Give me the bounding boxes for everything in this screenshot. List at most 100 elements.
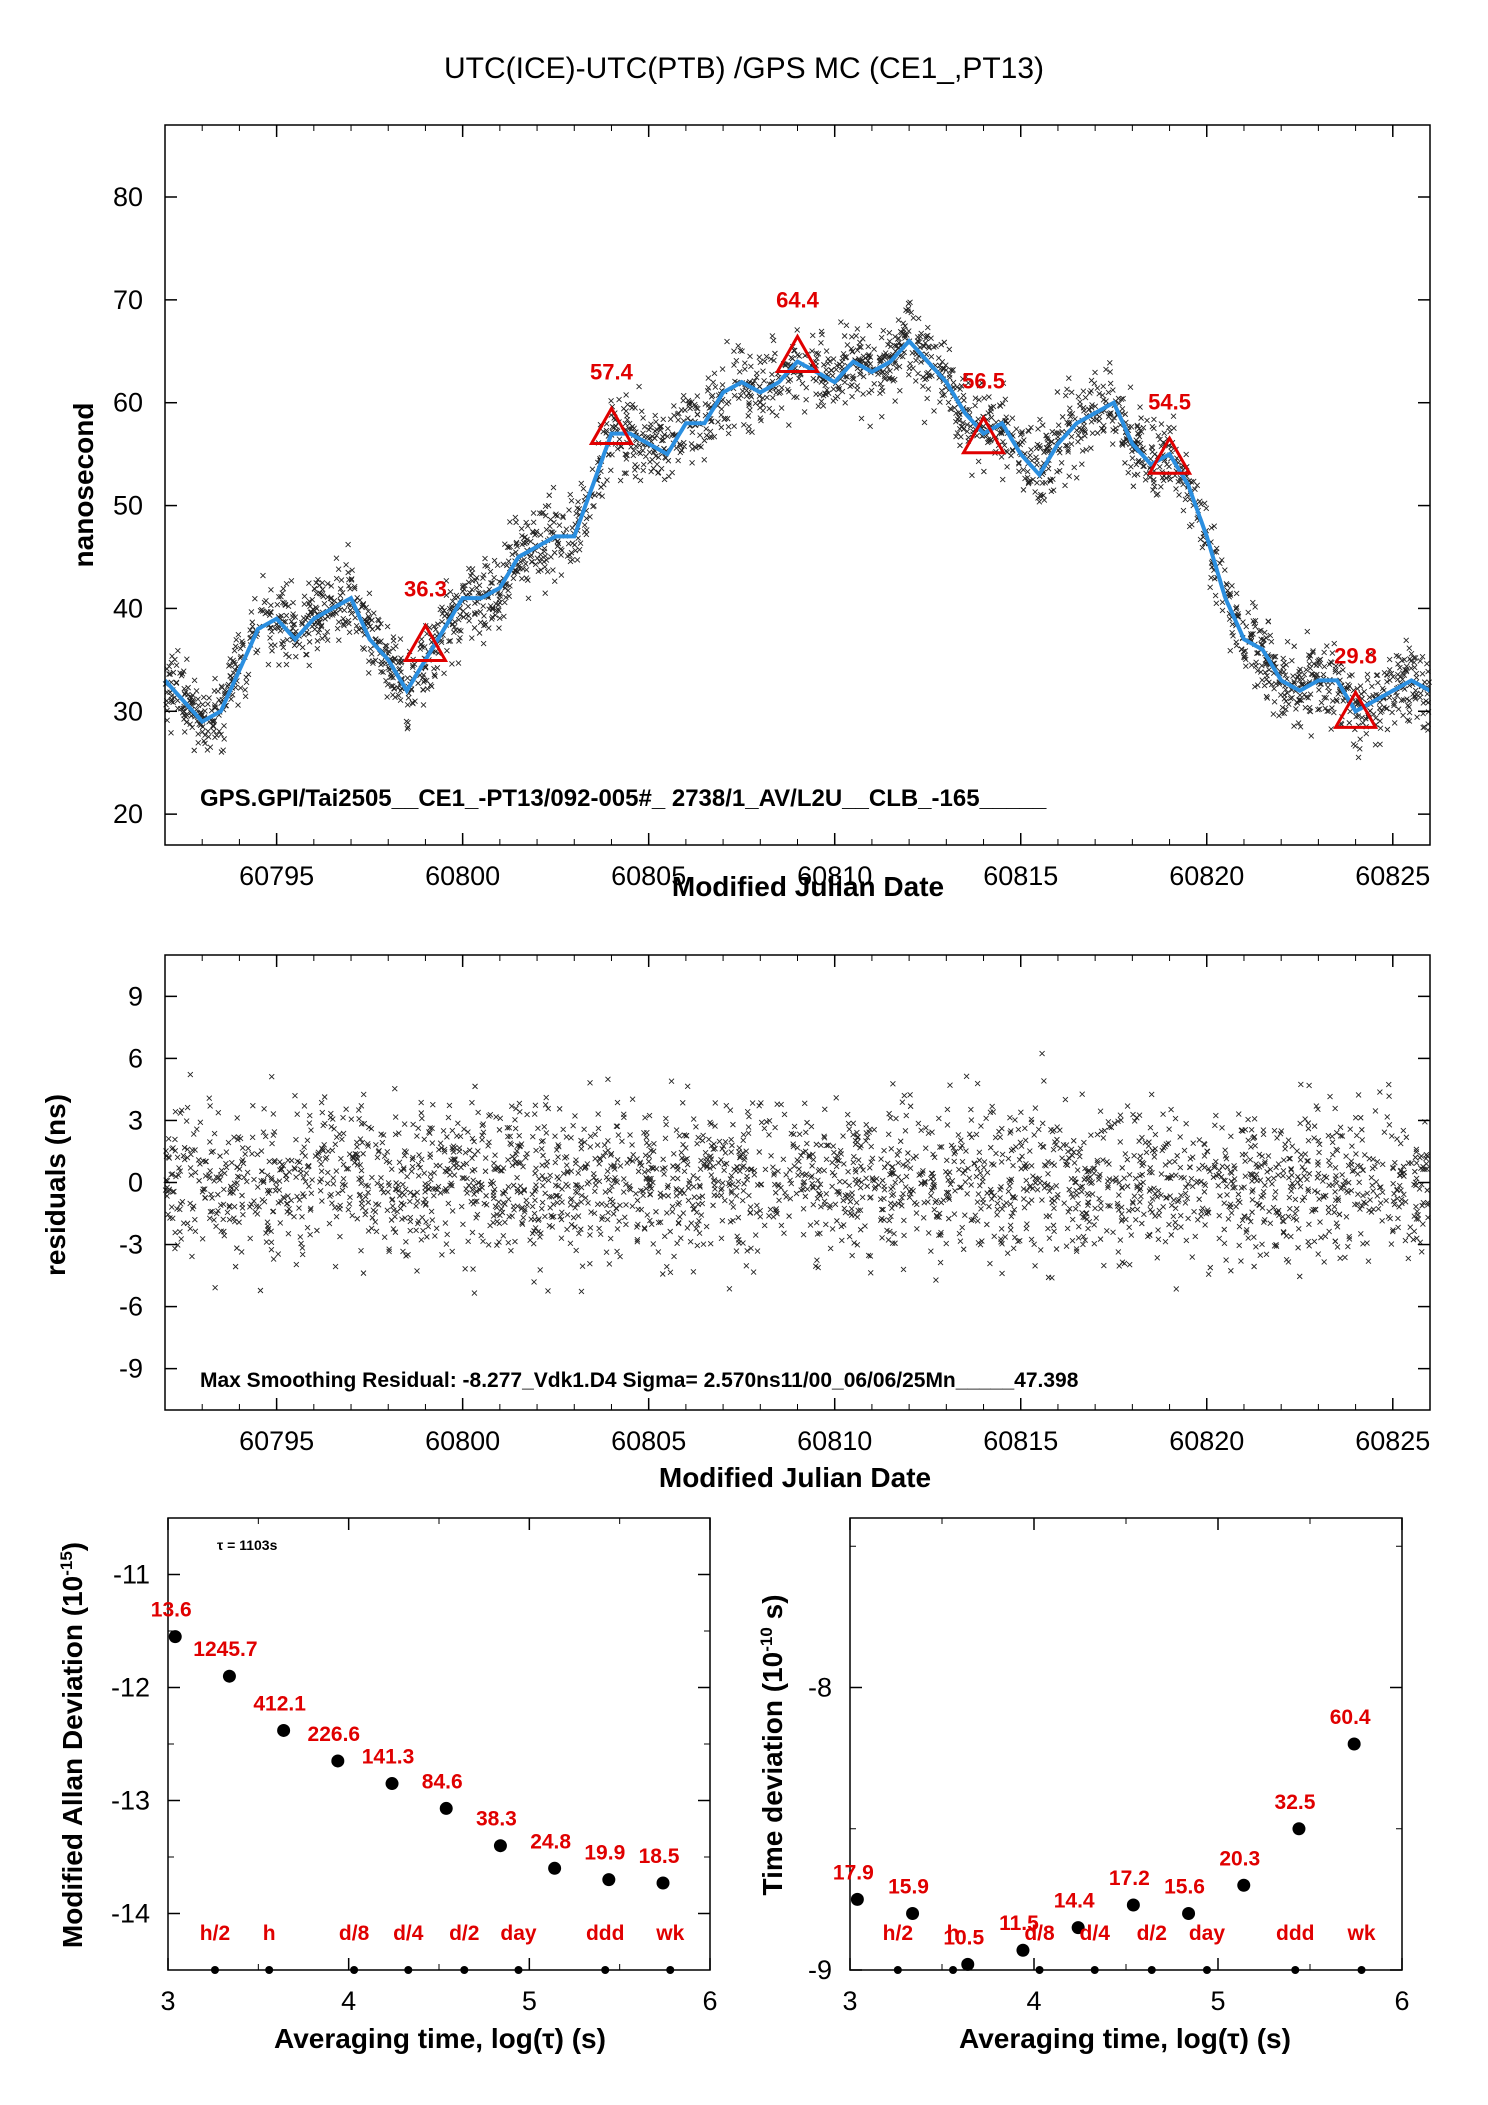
top-scatter-point — [276, 662, 282, 668]
top-scatter-point — [1364, 677, 1371, 683]
mid-scatter-point — [821, 1167, 828, 1174]
mid-scatter-point — [539, 1199, 546, 1206]
top-scatter-point — [777, 389, 784, 395]
top-scatter-point — [327, 595, 334, 602]
mid-scatter-point — [867, 1269, 874, 1276]
mid-scatter-point — [964, 1191, 971, 1197]
mid-scatter-point — [362, 1211, 369, 1218]
mid-scatter-point — [232, 1263, 239, 1270]
mid-scatter-point — [358, 1167, 365, 1174]
top-scatter-point — [1167, 428, 1173, 435]
top-scatter-point — [731, 348, 737, 355]
top-scatter-point — [432, 626, 439, 633]
mid-scatter-point — [1101, 1262, 1107, 1269]
mid-scatter-point — [1141, 1211, 1147, 1218]
top-scatter-point — [918, 359, 924, 365]
mid-scatter-point — [1124, 1183, 1131, 1190]
top-scatter-point — [1329, 698, 1336, 704]
top-scatter-point — [205, 701, 211, 707]
mid-scatter-point — [1134, 1206, 1141, 1213]
mid-scatter-point — [1306, 1221, 1312, 1228]
mid-scatter-point — [1267, 1166, 1274, 1173]
mid-scatter-point — [456, 1145, 463, 1151]
top-scatter-point — [660, 416, 667, 423]
top-scatter-point — [640, 415, 646, 421]
top-scatter-point — [1412, 655, 1419, 661]
mid-scatter-point — [319, 1109, 326, 1116]
mid-scatter-point — [605, 1076, 611, 1083]
mid-scatter-point — [740, 1137, 747, 1144]
top-scatter-point — [575, 535, 581, 542]
mid-scatter-point — [802, 1129, 809, 1136]
mid-scatter-point — [841, 1205, 848, 1212]
mid-scatter-point — [842, 1179, 848, 1185]
mid-scatter-point — [275, 1251, 282, 1257]
mid-scatter-point — [1173, 1286, 1180, 1292]
top-scatter-point — [1043, 432, 1049, 439]
mid-scatter-point — [857, 1144, 863, 1151]
mid-scatter-point — [328, 1123, 335, 1130]
mid-scatter-point — [446, 1102, 453, 1109]
top-scatter-point — [975, 416, 982, 422]
mid-scatter-point — [250, 1102, 256, 1109]
top-scatter-point — [956, 414, 962, 421]
top-scatter-point — [384, 681, 391, 688]
top-scatter-point — [181, 729, 188, 735]
mid-scatter-point — [1015, 1126, 1022, 1133]
mid-scatter-point — [991, 1192, 998, 1199]
mid-scatter-point — [192, 1228, 199, 1235]
mid-scatter-point — [587, 1225, 594, 1231]
top-scatter-point — [680, 397, 687, 404]
top-scatter-point — [972, 395, 979, 401]
mid-scatter-point — [1182, 1190, 1189, 1197]
mid-scatter-point — [607, 1196, 614, 1203]
top-scatter-point — [457, 612, 463, 618]
mid-scatter-point — [329, 1147, 336, 1154]
mid-scatter-point — [1166, 1159, 1173, 1165]
mid-scatter-point — [1332, 1197, 1339, 1203]
top-scatter-point — [815, 403, 822, 409]
top-scatter-point — [1256, 628, 1263, 634]
mid-scatter-point — [1401, 1173, 1407, 1179]
mid-scatter-point — [192, 1216, 198, 1223]
top-scatter-point — [866, 322, 873, 329]
mid-scatter-point — [1280, 1157, 1287, 1163]
top-scatter-point — [1242, 654, 1248, 661]
mid-scatter-point — [707, 1240, 714, 1247]
mid-scatter-point — [223, 1149, 230, 1155]
mid-scatter-point — [1059, 1155, 1065, 1161]
mid-scatter-point — [298, 1240, 304, 1247]
mid-scatter-point — [1283, 1233, 1290, 1239]
mid-scatter-point — [840, 1133, 846, 1139]
mid-scatter-point — [1053, 1183, 1060, 1189]
mid-scatter-point — [855, 1157, 862, 1163]
mid-scatter-point — [1383, 1197, 1389, 1204]
top-scatter-point — [577, 540, 584, 547]
top-scatter-point — [378, 621, 384, 627]
top-scatter-point — [1282, 672, 1289, 678]
mid-scatter-point — [1202, 1182, 1209, 1189]
mid-scatter-point — [1224, 1164, 1231, 1171]
top-scatter-point — [195, 740, 202, 746]
top-scatter-point — [1243, 623, 1250, 630]
mid-scatter-point — [699, 1137, 706, 1144]
top-scatter-point — [848, 333, 855, 340]
mid-scatter-point — [1005, 1188, 1012, 1195]
top-scatter-point — [439, 604, 445, 611]
mid-scatter-point — [891, 1201, 898, 1208]
top-scatter-point — [1024, 468, 1031, 475]
top-scatter-point — [658, 437, 665, 444]
top-scatter-point — [556, 522, 563, 528]
top-scatter-point — [770, 337, 777, 344]
mid-scatter-point — [217, 1153, 223, 1159]
mid-scatter-point — [635, 1206, 642, 1213]
mid-scatter-point — [1257, 1252, 1264, 1259]
top-scatter-point — [221, 722, 227, 729]
mid-scatter-point — [1236, 1223, 1243, 1230]
top-scatter-point — [1107, 380, 1114, 387]
top-scatter-point — [1406, 697, 1413, 704]
mid-scatter-point — [1412, 1168, 1418, 1175]
top-scatter-point — [1076, 425, 1083, 432]
mid-scatter-point — [393, 1180, 399, 1186]
mid-scatter-point — [516, 1132, 523, 1139]
